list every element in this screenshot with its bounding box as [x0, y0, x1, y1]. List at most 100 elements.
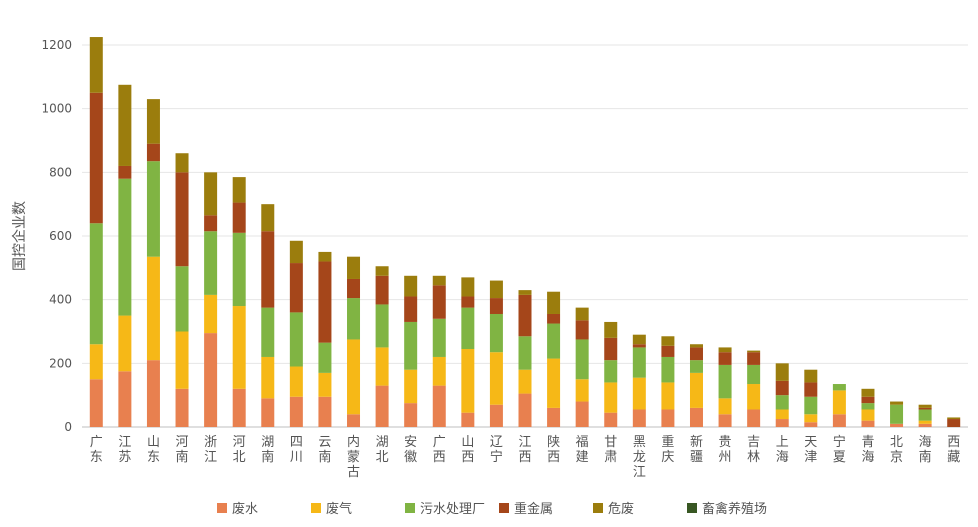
- bar-segment: [461, 412, 475, 427]
- x-category-label: 河北: [233, 435, 246, 465]
- bar-segment: [118, 315, 132, 372]
- bar-segment: [347, 256, 361, 279]
- bar-segment: [232, 232, 246, 307]
- bar-segment: [547, 291, 561, 314]
- bar-segment: [947, 417, 961, 420]
- bar-segment: [575, 320, 589, 340]
- bar-segment: [432, 356, 446, 386]
- bar-segment: [146, 99, 160, 144]
- bar-segment: [804, 422, 818, 427]
- bar-segment: [747, 409, 761, 427]
- bar-segment: [146, 161, 160, 257]
- bar-segment: [890, 423, 904, 427]
- legend-label: 危废: [608, 501, 634, 517]
- x-category-label: 广西: [433, 435, 446, 465]
- x-category-label: 河南: [176, 435, 189, 465]
- bar-segment: [232, 202, 246, 233]
- y-axis-label: 国控企业数: [11, 201, 28, 271]
- bar-segment: [604, 412, 618, 427]
- bar-segment: [861, 388, 875, 397]
- bar-segment: [775, 380, 789, 396]
- x-category-label: 北京: [890, 435, 903, 465]
- bar-segment: [261, 231, 275, 308]
- bar-segment: [632, 334, 646, 345]
- x-category-label: 云南: [318, 435, 331, 465]
- bar-segment: [575, 379, 589, 402]
- y-tick-label: 1200: [41, 38, 72, 52]
- bar-segment: [89, 37, 103, 93]
- x-category-label: 青海: [861, 435, 874, 465]
- bar-segment: [318, 342, 332, 373]
- x-category-label: 天津: [804, 435, 817, 465]
- bar-segment: [375, 266, 389, 276]
- bar-segment: [547, 323, 561, 359]
- bar-segment: [461, 349, 475, 413]
- x-category-label: 西藏: [947, 435, 960, 465]
- legend-item: 污水处理厂: [405, 502, 485, 517]
- legend-swatch: [499, 503, 509, 513]
- bar-segment: [861, 403, 875, 410]
- x-category-label: 安徽: [404, 435, 417, 465]
- bar-segment: [575, 339, 589, 380]
- x-category-label: 上海: [776, 435, 789, 465]
- bar-segment: [89, 92, 103, 224]
- legend-swatch: [311, 503, 321, 513]
- bar-segment: [204, 172, 218, 216]
- bar-segment: [832, 390, 846, 415]
- bar-segment: [661, 409, 675, 427]
- bar-segment: [347, 298, 361, 340]
- y-tick-label: 800: [49, 165, 72, 179]
- bar-segment: [89, 379, 103, 427]
- bar-segment: [661, 382, 675, 410]
- bar-segment: [232, 388, 246, 427]
- legend-swatch: [687, 503, 697, 513]
- bar-segment: [718, 364, 732, 399]
- bar-segment: [489, 280, 503, 299]
- bar-segment: [289, 263, 303, 313]
- bar-segment: [747, 350, 761, 353]
- bar-segment: [289, 366, 303, 397]
- bar-segment: [918, 423, 932, 427]
- bar-segment: [375, 347, 389, 386]
- bar-segment: [689, 407, 703, 427]
- bar-segment: [918, 404, 932, 408]
- bar-segment: [118, 371, 132, 427]
- bar-segment: [775, 409, 789, 420]
- bar-segment: [404, 275, 418, 297]
- legend-item: 废气: [311, 501, 352, 517]
- bar-segment: [775, 395, 789, 410]
- bar-segment: [890, 404, 904, 424]
- bar-segment: [489, 404, 503, 427]
- bar-segment: [689, 347, 703, 361]
- bar-segment: [175, 331, 189, 389]
- bar-segment: [375, 304, 389, 348]
- x-category-label: 内蒙古: [347, 434, 360, 480]
- bar-segment: [547, 407, 561, 427]
- x-category-label: 浙江: [204, 435, 217, 465]
- legend-item: 危废: [593, 501, 634, 517]
- x-category-label: 山西: [461, 435, 474, 465]
- bar-segment: [347, 278, 361, 299]
- bar-segment: [947, 419, 961, 427]
- bar-segment: [118, 165, 132, 179]
- bar-segment: [804, 382, 818, 397]
- bar-segment: [175, 266, 189, 332]
- bar-segment: [775, 363, 789, 381]
- bar-segment: [747, 384, 761, 410]
- y-tick-label: 200: [49, 356, 72, 370]
- x-category-label: 海南: [919, 435, 932, 465]
- bar-segment: [289, 312, 303, 367]
- bar-segment: [575, 401, 589, 427]
- bar-segment: [232, 177, 246, 203]
- bar-segment: [261, 398, 275, 427]
- bar-segment: [261, 204, 275, 232]
- bar-segment: [489, 352, 503, 405]
- x-category-label: 重庆: [661, 434, 674, 465]
- y-tick-label: 0: [64, 420, 72, 434]
- bar-segment: [404, 403, 418, 427]
- bar-segment: [432, 318, 446, 357]
- bar-segment: [89, 223, 103, 345]
- bar-segment: [318, 251, 332, 262]
- bar-segment: [347, 414, 361, 427]
